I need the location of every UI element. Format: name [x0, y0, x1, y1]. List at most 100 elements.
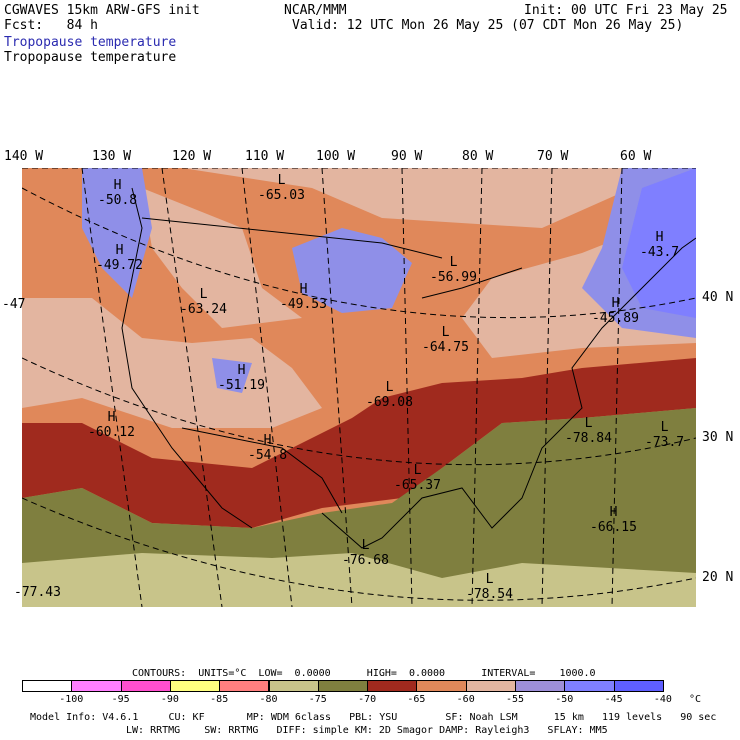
graticule	[161, 168, 223, 607]
lat-label: 20 N	[702, 570, 734, 585]
center-value: -65.37	[394, 478, 441, 493]
colorbar-tick-label: -65	[407, 694, 426, 705]
map-label: H -49.72	[96, 243, 143, 273]
pressure-center-letter: L	[660, 420, 669, 435]
graticule	[541, 168, 553, 607]
graticule	[471, 168, 483, 607]
pressure-center-letter: L	[277, 173, 286, 188]
pressure-center-letter: H	[263, 433, 272, 448]
pressure-center-letter: H	[115, 243, 124, 258]
shade-minus-50	[82, 168, 696, 393]
lat-label: 30 N	[702, 430, 734, 445]
init-time: Init: 00 UTC Fri 23 May 25	[524, 3, 728, 18]
coastline	[321, 237, 696, 549]
pressure-center-letter: H	[113, 178, 122, 193]
shade-minus-45	[622, 168, 696, 318]
pressure-center-letter: L	[449, 255, 458, 270]
center-value: -51.19	[218, 378, 265, 393]
map-label: H -49.53	[280, 282, 327, 312]
center-value: -54.8	[248, 448, 288, 463]
map-label: L -63.24	[180, 287, 227, 317]
field-title-shaded: Tropopause temperature	[4, 35, 177, 50]
colorbar-unit: °C	[689, 694, 702, 705]
colorbar-tick-label: -100	[59, 694, 84, 705]
center-value: -65.03	[258, 188, 305, 203]
pressure-center-letter: H	[655, 230, 664, 245]
colorbar-swatch	[515, 680, 566, 692]
center-value: -43.7	[640, 245, 680, 260]
colorbar-swatch	[71, 680, 122, 692]
colorbar-swatch	[268, 680, 319, 692]
center-value: -73.7	[645, 435, 685, 450]
model-info: Model Info: V4.6.1 CU: KF MP: WDM 6class…	[30, 712, 717, 723]
lon-label: 120 W	[172, 149, 212, 164]
map-label: H -50.8	[98, 178, 137, 208]
colorbar-swatch	[613, 680, 664, 692]
pressure-center-letter: L	[485, 572, 494, 587]
field-title: Tropopause temperature	[4, 50, 177, 65]
colorbar-swatch	[219, 680, 270, 692]
graticule	[321, 168, 353, 607]
center-value: -77.43	[14, 585, 61, 600]
pressure-center-letter: L	[361, 538, 370, 553]
center-value: -49.72	[96, 258, 143, 273]
graticule	[22, 497, 696, 601]
map-label: L -65.37	[394, 463, 441, 493]
colorbar-swatch	[22, 680, 73, 692]
center-value: -47	[2, 297, 26, 312]
center-value: -49.53	[280, 297, 327, 312]
pressure-center-letter: L	[199, 287, 208, 302]
model-title: CGWAVES 15km ARW-GFS init	[4, 3, 200, 18]
colorbar-tick-label: -90	[160, 694, 179, 705]
center-value: -45.89	[592, 311, 639, 326]
pressure-center-letter: L	[584, 416, 593, 431]
center-value: -50.8	[98, 193, 138, 208]
physics-info: LW: RRTMG SW: RRTMG DIFF: simple KM: 2D …	[126, 725, 608, 736]
colorbar-tick-label: -80	[259, 694, 278, 705]
pressure-center-letter: H	[611, 296, 620, 311]
colorbar-tick-label: -45	[604, 694, 623, 705]
center-value: -60.12	[88, 425, 135, 440]
graticule	[22, 357, 696, 466]
border-line	[141, 217, 443, 259]
colorbar-swatch	[465, 680, 516, 692]
contours-info: CONTOURS: UNITS=°C LOW= 0.0000 HIGH= 0.0…	[132, 668, 596, 679]
pressure-center-letter: L	[413, 463, 422, 478]
center-value: -69.08	[366, 395, 413, 410]
graticule	[611, 168, 623, 607]
colorbar-swatch	[169, 680, 221, 692]
pressure-center-letter: H	[609, 505, 618, 520]
center-value: -64.75	[422, 340, 469, 355]
map-label: L -73.7	[645, 420, 684, 450]
colorbar-tick-label: -55	[505, 694, 525, 705]
border-line	[181, 427, 343, 514]
map-label: H -66.15	[590, 505, 637, 535]
pressure-center-letter: H	[107, 410, 116, 425]
pressure-center-letter: H	[237, 363, 246, 378]
map-label: L -78.84	[565, 416, 612, 446]
lon-label: 80 W	[462, 149, 494, 164]
map-label: H -43.7	[640, 230, 679, 260]
colorbar-swatch	[317, 680, 369, 692]
colorbar-tick-label: -50	[555, 694, 574, 705]
graticule	[81, 168, 143, 607]
map-label: -77.43	[14, 585, 61, 600]
map-label: L -76.68	[342, 538, 389, 568]
colorbar-swatch	[564, 680, 615, 692]
lon-label: 100 W	[316, 149, 356, 164]
tropopause-temperature-map	[22, 168, 696, 607]
colorbar-swatch	[416, 680, 467, 692]
shade-minus-65	[22, 358, 696, 538]
center-value: -63.24	[180, 302, 227, 317]
map-label: L -78.54	[466, 572, 513, 602]
map-label: H -45.89	[592, 296, 639, 326]
map-label: H -60.12	[88, 410, 135, 440]
center-value: -56.99	[430, 270, 477, 285]
lon-label: 60 W	[620, 149, 652, 164]
colorbar-tick-label: -40	[653, 694, 672, 705]
pressure-center-letter: L	[441, 325, 450, 340]
map-label: H -51.19	[218, 363, 265, 393]
map-label: H -54.8	[248, 433, 287, 463]
map-label: -47	[2, 297, 25, 312]
lon-label: 90 W	[391, 149, 423, 164]
